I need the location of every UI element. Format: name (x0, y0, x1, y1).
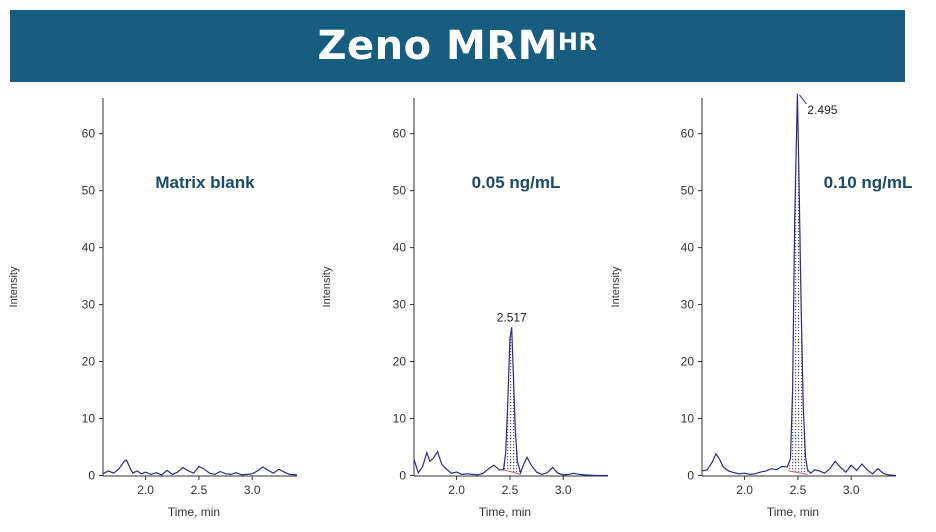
peak-baseline (788, 470, 808, 475)
y-tick-label: 60 (82, 127, 96, 141)
x-axis-title: Time, min (479, 505, 531, 519)
y-tick-label: 10 (681, 412, 695, 426)
y-tick-label: 50 (82, 184, 96, 198)
x-axis-title: Time, min (767, 505, 819, 519)
y-tick-label: 0 (687, 469, 694, 483)
chart-panel-3: 0 10 20 30 40 50 60 2.0 2.5 3.0 Time, min Intensity… (610, 93, 913, 519)
chromatogram-trace (102, 459, 298, 476)
y-tick-label: 30 (681, 298, 695, 312)
y-tick-label: 50 (393, 184, 407, 198)
y-tick-label: 40 (393, 241, 407, 255)
y-tick-label: 0 (88, 469, 95, 483)
title-banner: Zeno MRM HR (10, 10, 905, 82)
x-tick-label: 2.5 (790, 483, 807, 497)
x-tick-label: 3.0 (555, 483, 572, 497)
banner-title-superscript: HR (557, 28, 598, 56)
y-tick-label: 60 (681, 127, 695, 141)
y-tick-label: 20 (681, 355, 695, 369)
x-tick-label: 3.0 (244, 483, 261, 497)
peak-baseline (503, 469, 521, 475)
peak-label: 2.517 (497, 310, 527, 324)
y-tick-label: 0 (399, 469, 406, 483)
y-tick-label: 40 (82, 241, 96, 255)
x-tick-label: 2.5 (191, 483, 208, 497)
y-tick-label: 30 (82, 298, 96, 312)
y-axis-title: Intensity (321, 266, 333, 307)
chromatogram-trace (701, 93, 897, 477)
y-tick-label: 60 (393, 127, 407, 141)
x-tick-label: 2.0 (448, 483, 465, 497)
peak-label: 2.495 (807, 103, 837, 117)
y-tick-label: 10 (82, 412, 96, 426)
y-tick-label: 20 (393, 355, 407, 369)
y-tick-label: 20 (82, 355, 96, 369)
y-tick-label: 30 (393, 298, 407, 312)
chart-panel-1: 0 10 20 30 40 50 60 2.0 2.5 3.0 Time, min Intensity… (8, 98, 298, 519)
sample-label: 0.05 ng/mL (472, 173, 561, 192)
x-tick-label: 2.0 (736, 483, 753, 497)
y-axis-title: Intensity (8, 266, 20, 307)
sample-label: Matrix blank (155, 173, 255, 192)
y-axis-title: Intensity (610, 266, 622, 307)
y-tick-label: 10 (393, 412, 407, 426)
y-tick-label: 50 (681, 184, 695, 198)
sample-label: 0.10 ng/mL (824, 173, 913, 192)
banner-title: Zeno MRM (317, 23, 558, 69)
peak-label-leader (799, 94, 807, 105)
y-tick-label: 40 (681, 241, 695, 255)
x-axis-title: Time, min (168, 505, 220, 519)
chromatogram-trace (413, 327, 608, 477)
x-tick-label: 3.0 (843, 483, 860, 497)
x-tick-label: 2.0 (137, 483, 154, 497)
peak-area-fill (503, 327, 521, 475)
chart-panel-2: 0 10 20 30 40 50 60 2.0 2.5 3.0 Time, min Intensity… (321, 98, 608, 519)
x-tick-label: 2.5 (502, 483, 519, 497)
